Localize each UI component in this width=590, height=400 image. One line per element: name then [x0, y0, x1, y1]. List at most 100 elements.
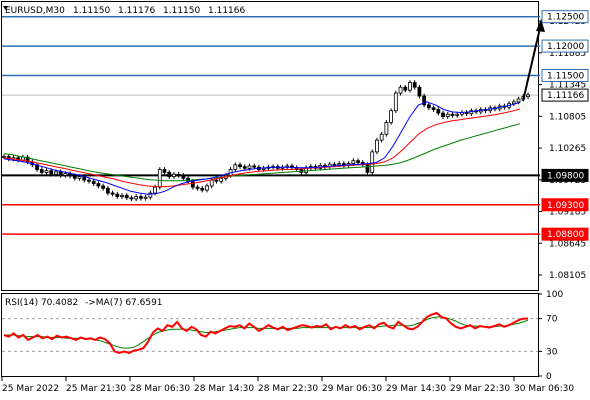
chart-header: EURUSD,M30 1.11150 1.11176 1.11150 1.111…: [3, 6, 245, 16]
time-tick-label: 28 Mar 14:30: [194, 384, 254, 394]
candle-body: [431, 107, 436, 110]
candle-body: [139, 196, 143, 199]
candle-body: [422, 95, 427, 106]
candle-body: [393, 92, 398, 112]
time-axis: 25 Mar 2022 25 Mar 21:30 28 Mar 06:30 28 Ma…: [1, 377, 574, 394]
time-tick-label: 28 Mar 22:30: [258, 384, 318, 394]
price-tick-label: 1.10265: [549, 144, 586, 154]
candle-body: [39, 169, 44, 173]
candle-body: [375, 139, 379, 153]
candle-body: [172, 173, 176, 177]
rsi-tick-label: 0: [546, 372, 552, 382]
current-price-label: 1.11166: [547, 91, 584, 101]
candle-body: [370, 151, 375, 173]
candle-body: [148, 192, 153, 198]
candle-body: [455, 113, 460, 116]
candle-body: [233, 164, 238, 170]
candle-body: [426, 104, 431, 109]
rsi-label: RSI(14) 70.4082: [5, 298, 78, 308]
candle-body: [516, 98, 521, 103]
candle-body: [242, 166, 247, 169]
level-price-box: [541, 168, 589, 182]
header-low: 1.11150: [163, 6, 200, 16]
candle-body: [247, 165, 252, 169]
level-price-box: [541, 227, 589, 241]
level-price-box: [541, 68, 589, 82]
candle-body: [49, 170, 54, 175]
current-price-box: [541, 88, 589, 102]
candle-body: [441, 112, 445, 118]
candle-body: [464, 112, 469, 115]
rsi-header: RSI(14) 70.4082 ->MA(7) 67.6591: [5, 298, 163, 308]
candle-body: [214, 179, 219, 182]
time-tick-label: 29 Mar 22:30: [450, 384, 510, 394]
candle-body: [2, 156, 6, 158]
candle-body: [96, 183, 101, 187]
price-series: [2, 80, 530, 202]
price-levels: 1.12500 1.12000 1.11500 1.09800 1.09300 1.088…: [2, 10, 589, 241]
candle-body: [261, 167, 266, 170]
level-price-box: [541, 10, 589, 24]
time-tick-label: 29 Mar 06:30: [322, 384, 382, 394]
level-price-label: 1.09300: [547, 201, 584, 211]
candle-body: [157, 169, 162, 188]
candle-body: [389, 110, 393, 123]
candle-body: [143, 196, 148, 199]
candle-body: [511, 101, 516, 105]
forecast-arrow: [522, 19, 545, 102]
candle-body: [115, 193, 120, 197]
candle-body: [63, 173, 68, 176]
candle-body: [356, 160, 360, 163]
price-tick-label: 1.09185: [549, 208, 586, 218]
candle-body: [54, 171, 58, 175]
candle-body: [209, 179, 214, 187]
header-close: 1.11166: [208, 6, 245, 16]
arrow-head-icon: [536, 19, 545, 32]
candle-body: [167, 172, 172, 177]
candle-body: [134, 196, 139, 200]
candle-body: [87, 179, 91, 182]
level-price-box: [541, 198, 589, 212]
candle-body: [365, 164, 370, 173]
candle-body: [190, 180, 195, 188]
rsi-series: 100 70 30 0: [2, 290, 563, 382]
candle-body: [200, 187, 205, 191]
candle-body: [58, 171, 63, 176]
candle-body: [153, 186, 157, 194]
candle-body: [417, 86, 422, 97]
price-tick-label: 1.08645: [549, 239, 586, 249]
time-tick-label: 30 Mar 06:30: [514, 384, 574, 394]
candle-body: [337, 163, 342, 166]
price-panel-frame: [1, 1, 539, 291]
level-price-label: 1.11500: [547, 71, 584, 81]
time-tick-label: 25 Mar 21:30: [66, 384, 126, 394]
candle-body: [205, 185, 209, 191]
price-tick-label: 1.08105: [549, 271, 586, 281]
candle-body: [526, 94, 530, 98]
ma-fast-line: [3, 101, 521, 195]
ma-slow-line: [3, 123, 521, 182]
rsi-line: [3, 311, 528, 355]
ma-mid-line: [3, 108, 521, 188]
price-axis: 1.124251.118851.113451.108051.102651.097…: [538, 17, 586, 281]
candle-body: [384, 122, 389, 135]
candle-body: [44, 170, 49, 173]
time-tick-label: 29 Mar 14:30: [386, 384, 446, 394]
collapse-triangle-icon[interactable]: [3, 6, 8, 10]
rsi-tick-label: 100: [546, 290, 563, 300]
header-open: 1.11150: [73, 6, 110, 16]
rsi-tick-label: 70: [546, 315, 558, 325]
price-tick-label: 1.10805: [549, 112, 586, 122]
candle-body: [445, 113, 450, 118]
candle-body: [403, 86, 408, 91]
candle-body: [181, 174, 186, 179]
time-tick-label: 25 Mar 2022: [2, 384, 59, 394]
candle-body: [436, 109, 441, 114]
candle-body: [129, 197, 134, 200]
candle-body: [398, 86, 403, 94]
level-price-box: [541, 39, 589, 53]
level-price-label: 1.12000: [547, 42, 584, 52]
price-tick-label: 1.11885: [549, 49, 586, 59]
candle-body: [120, 194, 124, 197]
